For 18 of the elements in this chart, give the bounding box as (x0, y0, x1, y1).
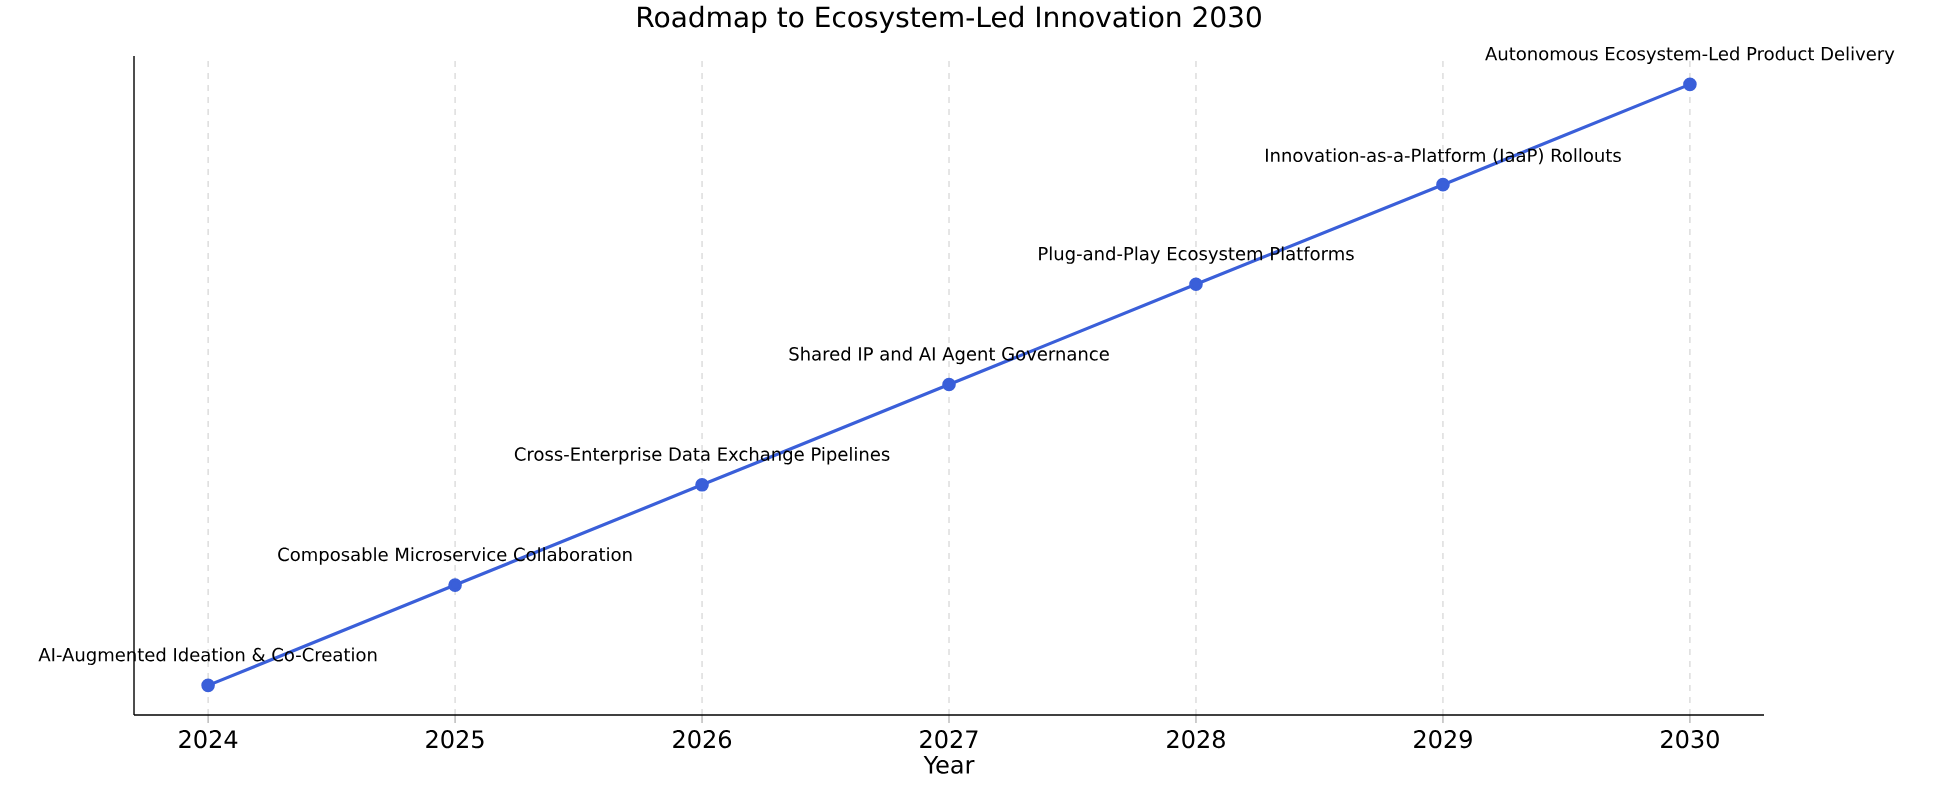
chart-title: Roadmap to Ecosystem-Led Innovation 2030 (638, 5, 1261, 33)
point (201, 678, 215, 693)
x-tick-label: 2026 (673, 730, 732, 749)
annotation: Autonomous Ecosystem-Led Product Delivery (1485, 46, 1895, 64)
point (942, 377, 956, 392)
x-tick-label: 2028 (1167, 730, 1225, 749)
x-tick-label: 2029 (1414, 730, 1472, 749)
point (1436, 177, 1450, 192)
x-axis-title: Year (923, 755, 975, 774)
point (695, 478, 709, 492)
x-tick-label: 2030 (1661, 730, 1719, 749)
x-tick-label: 2025 (426, 730, 484, 749)
x-tick-label: 2024 (179, 730, 238, 749)
point (1683, 77, 1697, 92)
x-tick-label: 2027 (920, 730, 978, 749)
annotation: Plug-and-Play Ecosystem Platforms (1039, 246, 1354, 264)
point (1189, 277, 1203, 292)
point (448, 578, 462, 592)
